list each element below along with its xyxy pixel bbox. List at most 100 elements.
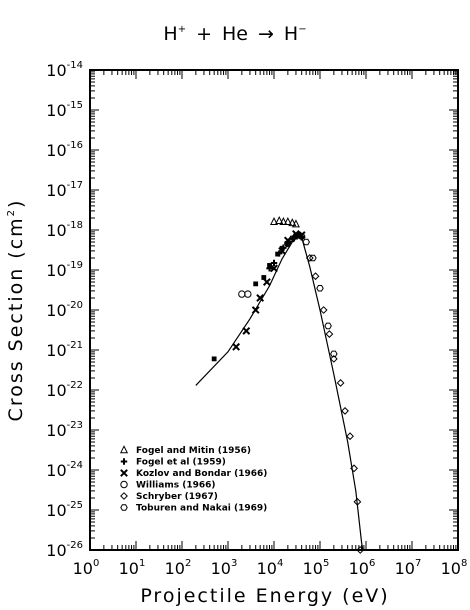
y-tick-label: 10-20 — [46, 300, 83, 320]
marker-circle — [244, 290, 252, 298]
marker-triangle — [288, 218, 297, 227]
y-tick-label: 10-16 — [46, 140, 83, 160]
marker-diamond — [353, 497, 362, 506]
series-triangle — [269, 215, 300, 228]
legend-item: Fogel et al (1959) — [120, 458, 226, 468]
marker-diamond — [329, 354, 338, 363]
data-markers — [211, 215, 365, 554]
marker-hexagon — [292, 232, 300, 240]
marker-x — [251, 306, 260, 314]
title-plus: + — [196, 23, 212, 45]
marker-filled-square — [253, 281, 259, 287]
marker-filled-square — [267, 263, 272, 268]
marker-hexagon — [302, 238, 310, 246]
marker-triangle — [283, 217, 292, 226]
y-tick-label: 10-26 — [46, 540, 83, 560]
x-tick-label: 108 — [441, 558, 468, 578]
marker-hexagon — [295, 231, 303, 239]
marker-circle — [120, 480, 128, 489]
marker-triangle — [291, 219, 300, 228]
legend-item: Williams (1966) — [120, 480, 215, 491]
marker-hexagon — [284, 240, 292, 248]
title-product-charge: − — [298, 24, 306, 35]
x-tick-label: 100 — [73, 558, 100, 578]
marker-x — [232, 342, 241, 351]
title-arrow: → — [258, 23, 274, 45]
marker-filled-square — [275, 251, 281, 257]
x-tick-label: 103 — [211, 558, 238, 578]
series-hexagon — [284, 231, 338, 358]
marker-x — [242, 327, 251, 335]
title-projectile: H — [163, 23, 177, 45]
y-tick-label: 10-14 — [46, 60, 83, 80]
x-tick-label: 107 — [395, 558, 422, 578]
legend: Fogel and Mitin (1956) Fogel et al (1959)… — [119, 445, 267, 514]
x-tick-label: 106 — [349, 558, 376, 578]
x-tick-label: 105 — [303, 558, 330, 578]
x-tick-label: 101 — [119, 558, 146, 578]
marker-circle — [238, 290, 246, 298]
legend-label: Fogel and Mitin (1956) — [136, 446, 251, 456]
marker-x — [120, 469, 128, 477]
marker-filled-square — [211, 356, 217, 362]
legend-label: Toburen and Nakai (1969) — [136, 504, 267, 514]
x-axis-title: Projectile Energy (eV) — [140, 585, 389, 607]
marker-diamond — [341, 407, 349, 415]
y-tick-label: 10-24 — [46, 460, 83, 480]
y-axis-title-exp: 2 — [6, 208, 17, 216]
marker-triangle — [279, 217, 288, 226]
legend-label: Kozlov and Bondar (1966) — [136, 469, 267, 479]
marker-plus — [270, 259, 278, 267]
marker-diamond — [356, 546, 365, 554]
marker-hexagon — [324, 322, 332, 330]
marker-diamond — [346, 432, 354, 441]
y-axis-title: Cross Section (cm2) — [5, 199, 27, 422]
marker-x — [262, 278, 271, 286]
y-tick-label: 10-22 — [46, 380, 83, 400]
marker-hexagon — [309, 254, 317, 262]
series-diamond — [305, 254, 365, 554]
legend-label: Williams (1966) — [136, 481, 215, 491]
legend-item: Fogel and Mitin (1956) — [119, 445, 251, 456]
legend-item: Schryber (1967) — [120, 492, 218, 502]
marker-diamond — [350, 464, 358, 473]
x-tick-labels: 100 101 102 103 104 105 106 107 108 — [73, 558, 468, 578]
legend-item: Toburen and Nakai (1969) — [120, 504, 267, 514]
legend-label: Fogel et al (1959) — [136, 458, 226, 468]
marker-triangle — [119, 445, 129, 454]
y-axis-title-main: Cross Section (cm — [5, 216, 27, 421]
marker-plus — [120, 458, 128, 465]
marker-triangle — [269, 217, 279, 226]
marker-filled-square — [285, 241, 291, 247]
marker-filled-square — [279, 245, 285, 251]
y-tick-label: 10-18 — [46, 220, 83, 240]
marker-hexagon — [316, 285, 324, 292]
marker-diamond — [311, 272, 320, 281]
marker-hexagon — [297, 232, 306, 240]
title-product: H — [284, 23, 298, 45]
svg-text:H++He→H−: H+ + He → H− — [163, 23, 306, 45]
marker-diamond — [325, 330, 334, 338]
axis-ticks — [89, 69, 459, 551]
chart-title: H+ + He → H− — [163, 23, 306, 45]
x-tick-label: 102 — [165, 558, 192, 578]
marker-diamond — [305, 254, 314, 262]
title-projectile-charge: + — [178, 24, 186, 35]
marker-triangle — [275, 215, 284, 224]
y-tick-labels: 10-14 10-15 10-16 10-17 10-18 10-19 10-20 10-21… — [46, 60, 83, 560]
series-filled-square — [211, 241, 291, 362]
y-tick-label: 10-23 — [46, 420, 83, 440]
marker-x — [256, 294, 265, 302]
marker-hexagon — [120, 504, 128, 511]
y-tick-label: 10-21 — [46, 340, 83, 360]
marker-hexagon — [288, 235, 297, 243]
marker-diamond — [319, 306, 328, 314]
y-tick-label: 10-25 — [46, 500, 83, 520]
legend-item: Kozlov and Bondar (1966) — [120, 469, 267, 479]
title-target: He — [222, 23, 248, 45]
y-tick-label: 10-19 — [46, 260, 83, 280]
marker-hexagon — [330, 350, 338, 358]
y-tick-label: 10-17 — [46, 180, 83, 200]
marker-diamond — [120, 492, 128, 500]
series-x — [232, 229, 306, 351]
